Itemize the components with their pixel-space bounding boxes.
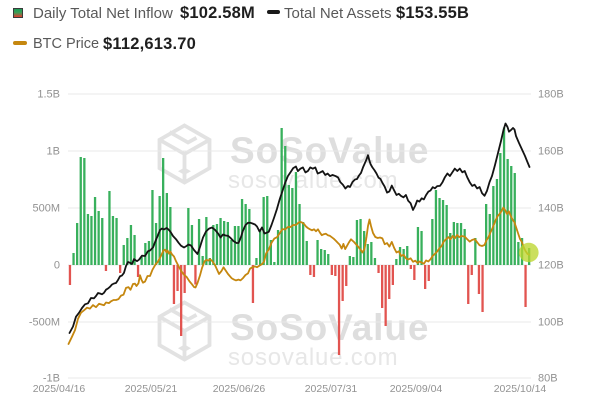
svg-text:140B: 140B [538,203,564,215]
svg-text:2025/07/31: 2025/07/31 [305,383,358,395]
svg-text:-500M: -500M [29,317,60,329]
svg-text:500M: 500M [32,203,60,215]
svg-text:-1B: -1B [43,373,60,385]
svg-text:1B: 1B [47,146,60,158]
svg-text:sosovalue.com: sosovalue.com [228,344,398,371]
svg-text:180B: 180B [538,89,564,101]
svg-text:1.5B: 1.5B [37,89,60,101]
svg-text:2025/05/21: 2025/05/21 [125,383,178,395]
svg-text:SoSoValue: SoSoValue [230,307,429,348]
svg-text:2025/10/14: 2025/10/14 [494,383,547,395]
svg-text:80B: 80B [538,373,558,385]
svg-text:120B: 120B [538,260,564,272]
svg-text:100B: 100B [538,317,564,329]
svg-text:2025/04/16: 2025/04/16 [33,383,86,395]
svg-text:2025/06/26: 2025/06/26 [213,383,266,395]
svg-text:160B: 160B [538,146,564,158]
svg-text:2025/09/04: 2025/09/04 [390,383,443,395]
svg-text:sosovalue.com: sosovalue.com [228,167,398,194]
svg-text:0: 0 [54,260,60,272]
